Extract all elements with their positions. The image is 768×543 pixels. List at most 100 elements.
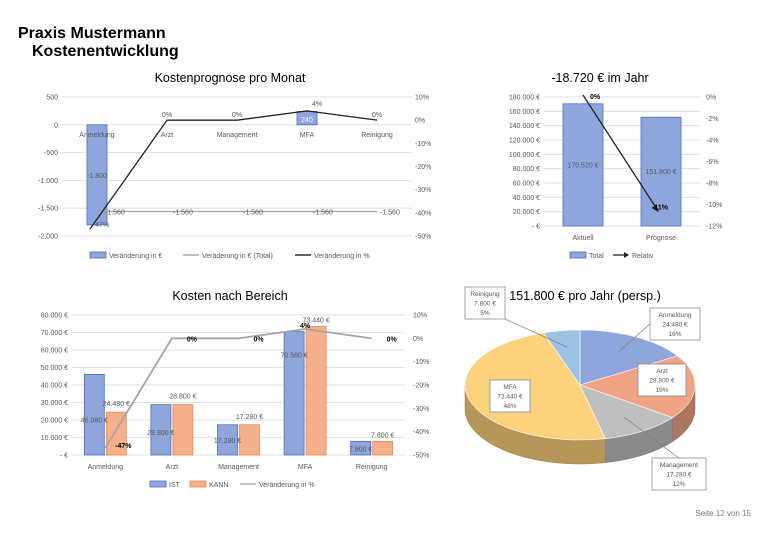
yearly-relative-arrowhead (652, 204, 659, 213)
monthly-category-label: Arzt (161, 132, 174, 139)
pie-slice-value-label: 73.440 € (497, 394, 523, 401)
monthly-y-tick-label: -1.000 (38, 178, 58, 185)
monthly-category-label: Anmeldung (79, 132, 115, 139)
monthly-legend-bar-label: Veränderung in € (109, 253, 162, 260)
pie-callout-box (489, 379, 531, 413)
yearly-category-label: Aktuell (572, 235, 593, 242)
areas-percent-data-label: 0% (387, 336, 398, 343)
pie-slice-reinigung (542, 329, 581, 386)
areas-category-label: Reinigung (356, 464, 388, 471)
areas-y-tick-label: 70.000 € (41, 330, 68, 337)
areas-kann-bar (305, 326, 327, 456)
monthly-y2-tick-label: -10% (415, 141, 431, 148)
yearly-bar (562, 103, 604, 227)
monthly-y2-tick-label: -40% (415, 210, 431, 217)
areas-category-label: Anmeldung (88, 464, 124, 471)
monthly-percent-data-label: 0% (372, 112, 382, 119)
areas-y-tick-label: 80.000 € (41, 313, 68, 320)
yearly-legend-bar-label: Total (589, 253, 604, 260)
areas-percent-data-label: 4% (300, 323, 311, 330)
yearly-y2-tick-label: -2% (706, 116, 718, 123)
page-number: Seite 12 von 15 (695, 509, 751, 518)
areas-kann-bar (239, 424, 260, 456)
monthly-total-data-label: -1.560 (173, 210, 193, 217)
areas-legend-ist-swatch (149, 480, 167, 488)
yearly-y2-tick-label: -6% (706, 159, 718, 166)
report-subtitle: Kostenentwicklung (32, 43, 179, 60)
areas-kann-bar (172, 404, 194, 456)
areas-percent-data-label: 0% (253, 336, 264, 343)
monthly-total-data-label: -1.560 (105, 210, 125, 217)
monthly-bar-data-label: -1.800 (87, 173, 107, 180)
areas-percent-line (104, 328, 372, 449)
yearly-y-tick-label: 140.000 € (509, 123, 540, 130)
monthly-percent-data-label: 0% (162, 112, 172, 119)
pie-slice-value-label: 28.800 € (649, 378, 675, 385)
yearly-y-tick-label: 120.000 € (509, 138, 540, 145)
monthly-percent-data-label: 4% (312, 101, 322, 108)
areas-percent-data-label: 0% (187, 336, 198, 343)
yearly-bar-data-label: 170.520 € (567, 162, 598, 169)
pie-callout-leader (504, 318, 568, 348)
pie-chart-title: 151.800 € pro Jahr (persp.) (509, 289, 661, 303)
areas-kann-data-label: 17.280 € (236, 414, 263, 421)
yearly-y2-tick-label: -8% (706, 181, 718, 188)
monthly-percent-data-label: -47% (93, 222, 109, 229)
yearly-relative-arrow (582, 94, 658, 210)
monthly-y2-tick-label: 0% (415, 118, 425, 125)
yearly-relative-data-label: -11% (652, 204, 669, 211)
areas-category-label: MFA (298, 464, 313, 471)
monthly-total-data-label: -1.560 (380, 210, 400, 217)
monthly-category-label: Reinigung (361, 132, 393, 139)
areas-y2-tick-label: -10% (413, 359, 429, 366)
yearly-legend-relative-label: Relativ (632, 253, 654, 260)
areas-legend-kann-swatch (189, 480, 207, 488)
areas-y-tick-label: 30.000 € (41, 400, 68, 407)
monthly-bar-data-label: 240 (301, 117, 313, 124)
pie-slice-percent-label: 12% (672, 481, 685, 488)
areas-kann-bar (372, 440, 394, 456)
yearly-y-tick-label: - € (532, 224, 540, 231)
monthly-y-tick-label: 500 (46, 95, 58, 102)
pie-slice-value-label: 7.800 € (474, 301, 496, 308)
monthly-chart-title: Kostenprognose pro Monat (154, 71, 306, 85)
areas-y-tick-label: 50.000 € (41, 365, 68, 372)
areas-ist-data-label: 70.560 € (280, 353, 307, 360)
areas-ist-data-label: 17.280 € (214, 438, 241, 445)
monthly-bar (86, 124, 108, 226)
pie-slice-name-label: Reinigung (470, 291, 500, 298)
pie-callout-box (637, 363, 687, 397)
areas-chart-title: Kosten nach Bereich (172, 289, 288, 303)
areas-ist-bar (150, 404, 172, 456)
areas-kann-data-label: 24.480 € (103, 401, 130, 408)
areas-y-tick-label: 10.000 € (41, 435, 68, 442)
pie-slice-percent-label: 48% (503, 403, 516, 410)
pie-slice-percent-label: 16% (668, 331, 681, 338)
areas-legend-kann-label: KANN (209, 482, 228, 489)
yearly-bar (640, 116, 682, 227)
areas-ist-data-label: 7.800 € (349, 446, 372, 453)
areas-y2-tick-label: 0% (413, 336, 423, 343)
yearly-y2-tick-label: -4% (706, 138, 718, 145)
pie-slice-value-label: 24.480 € (662, 322, 688, 329)
pie-callout-leader (623, 416, 680, 459)
pie-slice-percent-label: 5% (480, 310, 490, 317)
yearly-relative-data-label: 0% (590, 94, 601, 101)
yearly-y-tick-label: 40.000 € (513, 195, 540, 202)
monthly-y-tick-label: -1.500 (38, 206, 58, 213)
monthly-legend-bar-swatch (89, 251, 107, 259)
pie-slice-percent-label: 19% (655, 387, 668, 394)
areas-ist-data-label: 28.800 € (147, 430, 174, 437)
monthly-total-data-label: -1.560 (313, 210, 333, 217)
areas-y-tick-label: - € (60, 453, 68, 460)
areas-category-label: Arzt (166, 464, 179, 471)
areas-y2-tick-label: 10% (413, 313, 427, 320)
pie-slice-mfa (464, 332, 606, 441)
areas-kann-data-label: 73.440 € (302, 317, 329, 324)
yearly-category-label: Prognose (646, 235, 676, 242)
areas-legend-percent-label: Veränderung in % (259, 482, 315, 489)
yearly-y-tick-label: 160.000 € (509, 109, 540, 116)
yearly-y-tick-label: 60.000 € (513, 181, 540, 188)
yearly-y-tick-label: 80.000 € (513, 166, 540, 173)
